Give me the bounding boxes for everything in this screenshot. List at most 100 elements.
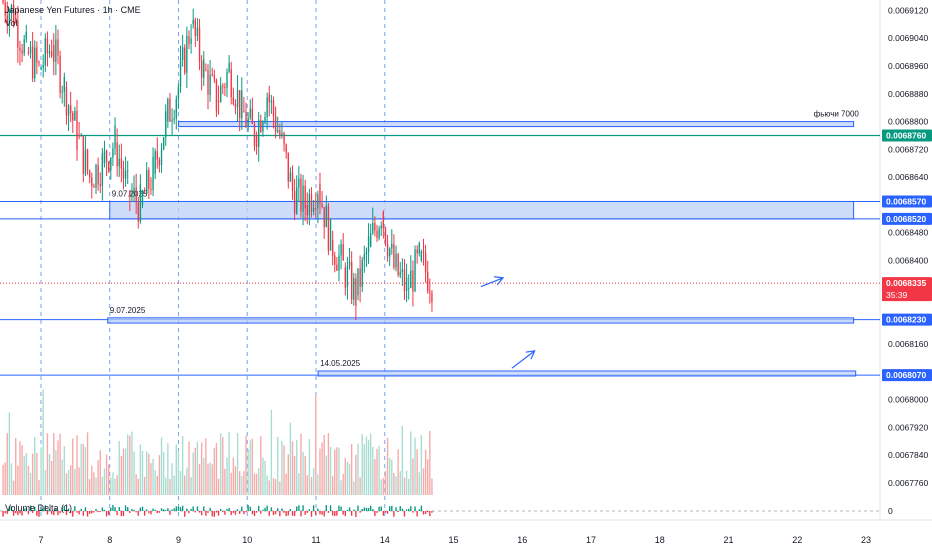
delta-bar: [420, 505, 423, 511]
delta-bar: [97, 511, 99, 513]
delta-bar: [279, 511, 281, 517]
volume-bar: [291, 441, 294, 495]
delta-bar: [315, 511, 317, 516]
volume-bar: [129, 435, 131, 495]
delta-bar: [232, 511, 235, 513]
candle-body: [399, 272, 401, 276]
candle-body: [6, 15, 8, 25]
y-tick-label: 0.0068880: [888, 89, 928, 99]
volume-bar: [116, 475, 118, 495]
volume-bar: [241, 476, 243, 495]
candle-body: [306, 204, 308, 216]
delta-bar: [143, 511, 146, 516]
volume-bar: [414, 437, 416, 495]
candle-body: [105, 150, 108, 163]
candle-body: [103, 150, 106, 164]
candle-body: [143, 192, 146, 194]
delta-bar: [217, 511, 220, 516]
delta-bar: [200, 511, 203, 516]
zone-rect[interactable]: [107, 317, 855, 324]
candle-body: [78, 135, 80, 137]
candle-body: [340, 244, 342, 256]
candle-body: [38, 62, 40, 64]
delta-bar: [334, 511, 336, 517]
candle-body: [213, 75, 216, 80]
delta-bar: [255, 511, 258, 513]
volume-bar: [342, 473, 344, 495]
delta-zero-label: 0: [888, 506, 893, 516]
price-tag: [882, 369, 932, 382]
delta-bar: [103, 509, 106, 511]
volume-bar: [25, 453, 27, 495]
volume-bar: [336, 447, 338, 495]
volume-bar: [213, 447, 216, 495]
volume-bar: [369, 433, 372, 495]
candle-body: [222, 85, 224, 87]
candle-body: [95, 165, 97, 188]
candle-body: [422, 251, 425, 254]
volume-bar: [422, 468, 425, 495]
delta-bar: [342, 511, 344, 515]
volume-bar: [101, 476, 104, 495]
price-tag-label: 0.0068760: [886, 130, 926, 140]
delta-bar: [241, 506, 243, 511]
volume-bar: [57, 440, 59, 495]
volume-bar: [266, 475, 268, 495]
volume-bar: [253, 473, 256, 495]
volume-label: Vol: [5, 18, 18, 28]
candle-body: [200, 61, 203, 78]
volume-bar: [207, 463, 209, 495]
volume-bar: [72, 438, 74, 495]
candle-body: [310, 194, 313, 212]
candle-body: [137, 202, 139, 222]
delta-bar: [131, 508, 133, 511]
volume-bar: [80, 443, 82, 495]
delta-bar: [393, 511, 395, 517]
volume-bar: [277, 436, 279, 495]
y-tick-label: 0.0068000: [888, 394, 928, 404]
volume-bar: [224, 468, 226, 495]
candle-body: [122, 168, 125, 179]
arrow-line[interactable]: [480, 277, 504, 288]
candle-body: [416, 249, 418, 254]
delta-bar: [331, 511, 334, 516]
volume-bar: [293, 456, 296, 495]
candle-body: [230, 69, 232, 98]
volume-bar: [40, 447, 42, 495]
volume-bar: [34, 437, 36, 495]
volume-bar: [251, 438, 254, 495]
candle-body: [393, 244, 395, 268]
x-tick-label: 16: [517, 535, 527, 545]
delta-bar: [378, 506, 380, 511]
candle-body: [293, 191, 296, 214]
volume-bar: [418, 472, 420, 495]
volume-bar: [209, 462, 211, 495]
zone-rect[interactable]: [178, 121, 855, 128]
volume-bar: [143, 476, 146, 495]
candle-body: [61, 91, 63, 93]
candle-body: [112, 148, 114, 158]
delta-bar: [141, 506, 144, 511]
candle-body: [270, 100, 273, 103]
delta-bar: [167, 508, 169, 511]
delta-bar: [416, 511, 418, 517]
arrow-line[interactable]: [511, 350, 535, 369]
candle-body: [241, 90, 243, 119]
volume-bar: [260, 436, 262, 495]
delta-bar: [258, 505, 260, 511]
price-tag: [882, 277, 932, 302]
zone-rect[interactable]: [109, 200, 855, 220]
zone-rect[interactable]: [317, 370, 857, 377]
candle-body: [169, 99, 171, 122]
volume-bar: [247, 449, 249, 495]
volume-bar: [108, 464, 110, 495]
volume-bar: [264, 460, 266, 495]
delta-bar: [196, 506, 199, 511]
volume-bar: [171, 463, 173, 495]
delta-bar: [15, 511, 17, 514]
volume-bar: [91, 465, 93, 495]
candle-body: [329, 218, 332, 251]
volume-bar: [405, 470, 408, 495]
